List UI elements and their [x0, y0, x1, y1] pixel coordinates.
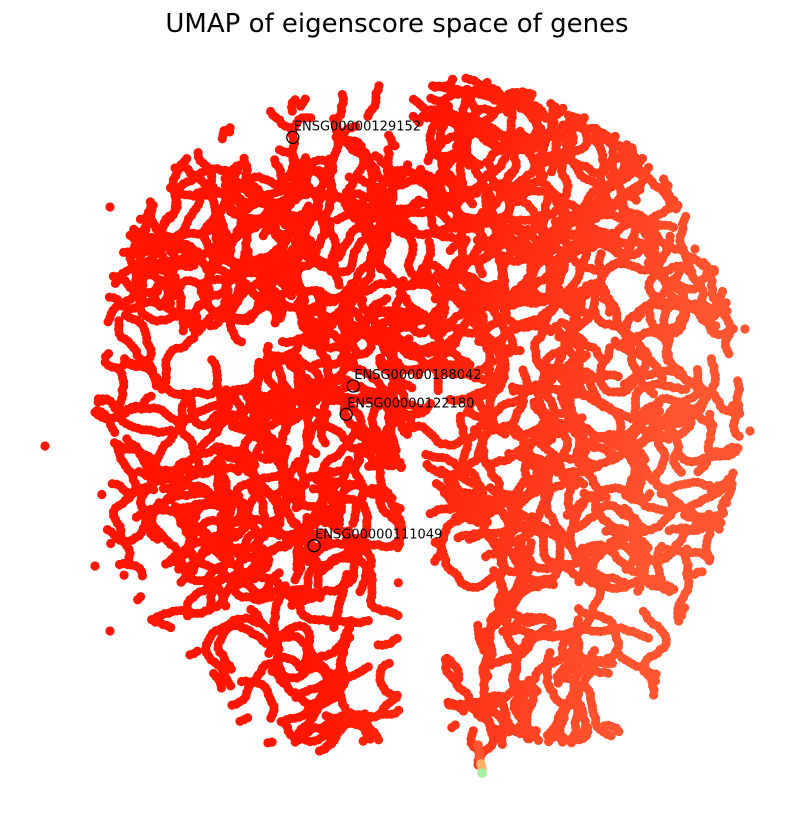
scatter-point	[263, 738, 273, 748]
scatter-point	[668, 222, 679, 232]
scatter-point	[447, 722, 457, 733]
scatter-point	[515, 345, 525, 356]
scatter-point	[374, 81, 384, 91]
scatter-point	[235, 716, 245, 726]
scatter-point	[103, 317, 113, 327]
scatter-point	[421, 449, 431, 460]
scatter-point	[678, 416, 688, 426]
scatter-point	[583, 722, 593, 733]
scatter-point	[461, 235, 471, 245]
scatter-point	[216, 683, 226, 693]
scatter-points	[40, 73, 755, 778]
scatter-point	[603, 668, 613, 678]
scatter-point	[692, 365, 703, 375]
scatter-point	[382, 294, 392, 304]
scatter-point	[107, 479, 117, 489]
scatter-point	[176, 577, 186, 587]
scatter-point	[613, 371, 623, 382]
scatter-point	[241, 244, 251, 254]
scatter-point	[196, 283, 206, 293]
scatter-point	[467, 199, 478, 209]
scatter-point	[185, 650, 195, 660]
scatter-point	[448, 74, 458, 84]
scatter-point	[392, 633, 402, 644]
scatter-point	[533, 735, 544, 746]
scatter-point	[158, 484, 169, 494]
scatter-point	[227, 700, 237, 710]
scatter-point	[445, 245, 455, 256]
scatter-point	[206, 600, 216, 610]
scatter-point	[120, 310, 130, 320]
scatter-point	[194, 300, 204, 310]
scatter-point	[119, 247, 129, 257]
chart-title: UMAP of eigenscore space of genes	[165, 9, 628, 39]
scatter-point	[394, 705, 404, 715]
scatter-point	[313, 580, 323, 590]
scatter-point	[337, 90, 347, 100]
scatter-point	[93, 394, 103, 404]
scatter-point	[665, 231, 675, 241]
scatter-point	[358, 736, 368, 746]
scatter-point	[429, 174, 439, 185]
scatter-point	[714, 524, 724, 534]
scatter-point	[518, 365, 528, 375]
scatter-point	[659, 174, 669, 184]
scatter-point	[697, 567, 707, 577]
scatter-point	[558, 103, 568, 113]
scatter-point	[453, 533, 463, 543]
scatter-point	[706, 354, 717, 364]
scatter-point	[193, 148, 203, 158]
scatter-point	[264, 648, 274, 659]
scatter-point	[677, 610, 687, 621]
scatter-point	[481, 552, 491, 562]
scatter-point	[286, 291, 296, 301]
scatter-point	[393, 578, 403, 588]
